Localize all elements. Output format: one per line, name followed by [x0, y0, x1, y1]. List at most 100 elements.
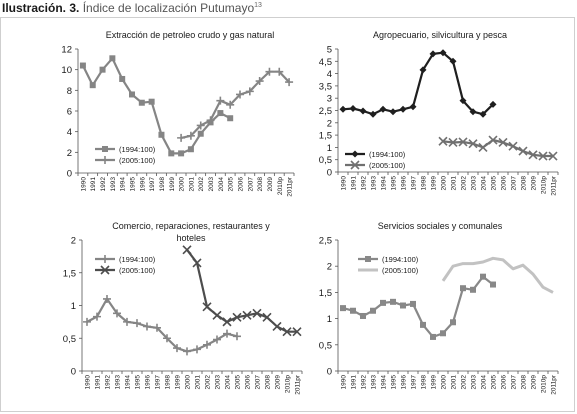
data-point	[196, 121, 205, 130]
y-tick-label: 2,5	[319, 236, 332, 247]
data-point	[129, 91, 135, 98]
data-point	[197, 130, 204, 137]
data-point	[518, 146, 528, 156]
data-point	[359, 107, 367, 115]
x-tick-label: 2009	[531, 375, 538, 390]
data-point	[223, 329, 231, 338]
data-point	[163, 334, 171, 343]
x-tick-label: 2011pr	[287, 176, 294, 197]
legend-label: (2005:100)	[119, 156, 156, 165]
series-1	[340, 273, 496, 340]
data-point	[380, 299, 386, 306]
caption-title: Índice de localización Putumayo	[82, 1, 255, 15]
chart-title: Servicios sociales y comunales	[378, 221, 503, 231]
x-tick-label: 2001	[195, 375, 202, 390]
x-tick-label: 2007	[255, 375, 262, 390]
data-point	[173, 344, 181, 353]
data-point	[389, 108, 397, 116]
x-tick-label: 2004	[218, 177, 225, 192]
x-tick-label: 2003	[471, 176, 478, 191]
data-point	[236, 90, 244, 99]
x-tick-label: 2000	[441, 176, 448, 191]
x-tick-label: 2009	[267, 177, 274, 192]
x-tick-label: 1994	[381, 375, 388, 390]
x-tick-label: 1998	[421, 176, 428, 191]
x-tick-label: 2007	[511, 176, 518, 191]
x-tick-label: 2001	[451, 176, 458, 191]
x-tick-label: 1990	[85, 375, 92, 390]
data-point	[83, 317, 91, 326]
y-tick-label: 4	[327, 69, 332, 80]
x-tick-label: 1993	[371, 176, 378, 191]
x-tick-label: 2000	[179, 177, 186, 192]
x-tick-label: 2006	[501, 375, 508, 390]
x-tick-label: 2008	[521, 176, 528, 191]
data-point	[202, 302, 212, 312]
chart-3: Comercio, reparaciones, restaurantes y ho…	[63, 221, 303, 395]
x-tick-label: 1996	[401, 375, 408, 390]
data-point	[490, 281, 496, 288]
data-point	[143, 322, 151, 331]
data-point	[93, 312, 101, 321]
data-point	[99, 66, 106, 73]
x-tick-label: 2005	[235, 375, 242, 390]
figure-frame	[0, 17, 575, 412]
chart-1: Extracción de petroleo crudo y gas natur…	[61, 30, 295, 197]
data-point	[409, 103, 417, 111]
x-tick-label: 1995	[391, 176, 398, 191]
chart-title: hoteles	[176, 233, 206, 243]
x-tick-label: 2007	[247, 177, 254, 192]
x-tick-label: 1991	[90, 177, 97, 192]
legend-label: (2005:100)	[369, 161, 406, 170]
x-tick-label: 1998	[421, 375, 428, 390]
data-point	[158, 131, 165, 138]
data-point	[275, 67, 284, 76]
data-point	[233, 332, 241, 341]
x-tick-label: 1991	[95, 375, 102, 390]
legend-marker	[350, 160, 360, 170]
x-tick-label: 1999	[175, 375, 182, 390]
y-tick-label: 2,5	[319, 106, 332, 117]
data-point	[439, 49, 447, 57]
legend-label: (2005:100)	[382, 266, 419, 275]
data-point	[217, 110, 224, 117]
x-tick-label: 2011pr	[551, 374, 558, 395]
data-point	[468, 139, 478, 149]
data-point	[178, 150, 185, 157]
series-line	[441, 256, 554, 294]
caption-footnote: 13	[254, 2, 262, 9]
data-point	[193, 345, 201, 354]
x-tick-label: 2003	[471, 375, 478, 390]
x-tick-label: 1996	[145, 375, 152, 390]
legend-label: (2005:100)	[119, 266, 156, 275]
x-tick-label: 2005	[228, 177, 235, 192]
x-tick-label: 1994	[120, 177, 127, 192]
data-point	[478, 142, 488, 152]
x-tick-label: 1996	[401, 176, 408, 191]
x-tick-label: 2003	[208, 177, 215, 192]
x-tick-label: 1999	[169, 177, 176, 192]
data-point	[109, 55, 116, 62]
y-tick-label: 1	[327, 143, 332, 154]
x-tick-label: 1997	[411, 176, 418, 191]
data-point	[488, 135, 498, 145]
x-tick-label: 2011pr	[295, 374, 302, 395]
data-point	[182, 245, 192, 255]
legend-label: (1994:100)	[119, 255, 156, 264]
y-tick-label: 3	[327, 94, 332, 105]
x-tick-label: 1992	[105, 375, 112, 390]
x-tick-label: 1995	[135, 375, 142, 390]
legend-label: (1994:100)	[119, 145, 156, 154]
x-tick-label: 2011pr	[551, 175, 558, 196]
data-point	[89, 82, 96, 89]
x-tick-label: 2010p	[277, 177, 284, 195]
x-tick-label: 1994	[381, 176, 388, 191]
data-point	[183, 347, 191, 356]
data-point	[440, 330, 446, 337]
x-tick-label: 1990	[341, 375, 348, 390]
data-point	[379, 105, 387, 113]
data-point	[460, 285, 466, 292]
legend: (1994:100) (2005:100)	[95, 145, 156, 165]
series-line	[81, 57, 231, 155]
x-tick-label: 1992	[361, 375, 368, 390]
